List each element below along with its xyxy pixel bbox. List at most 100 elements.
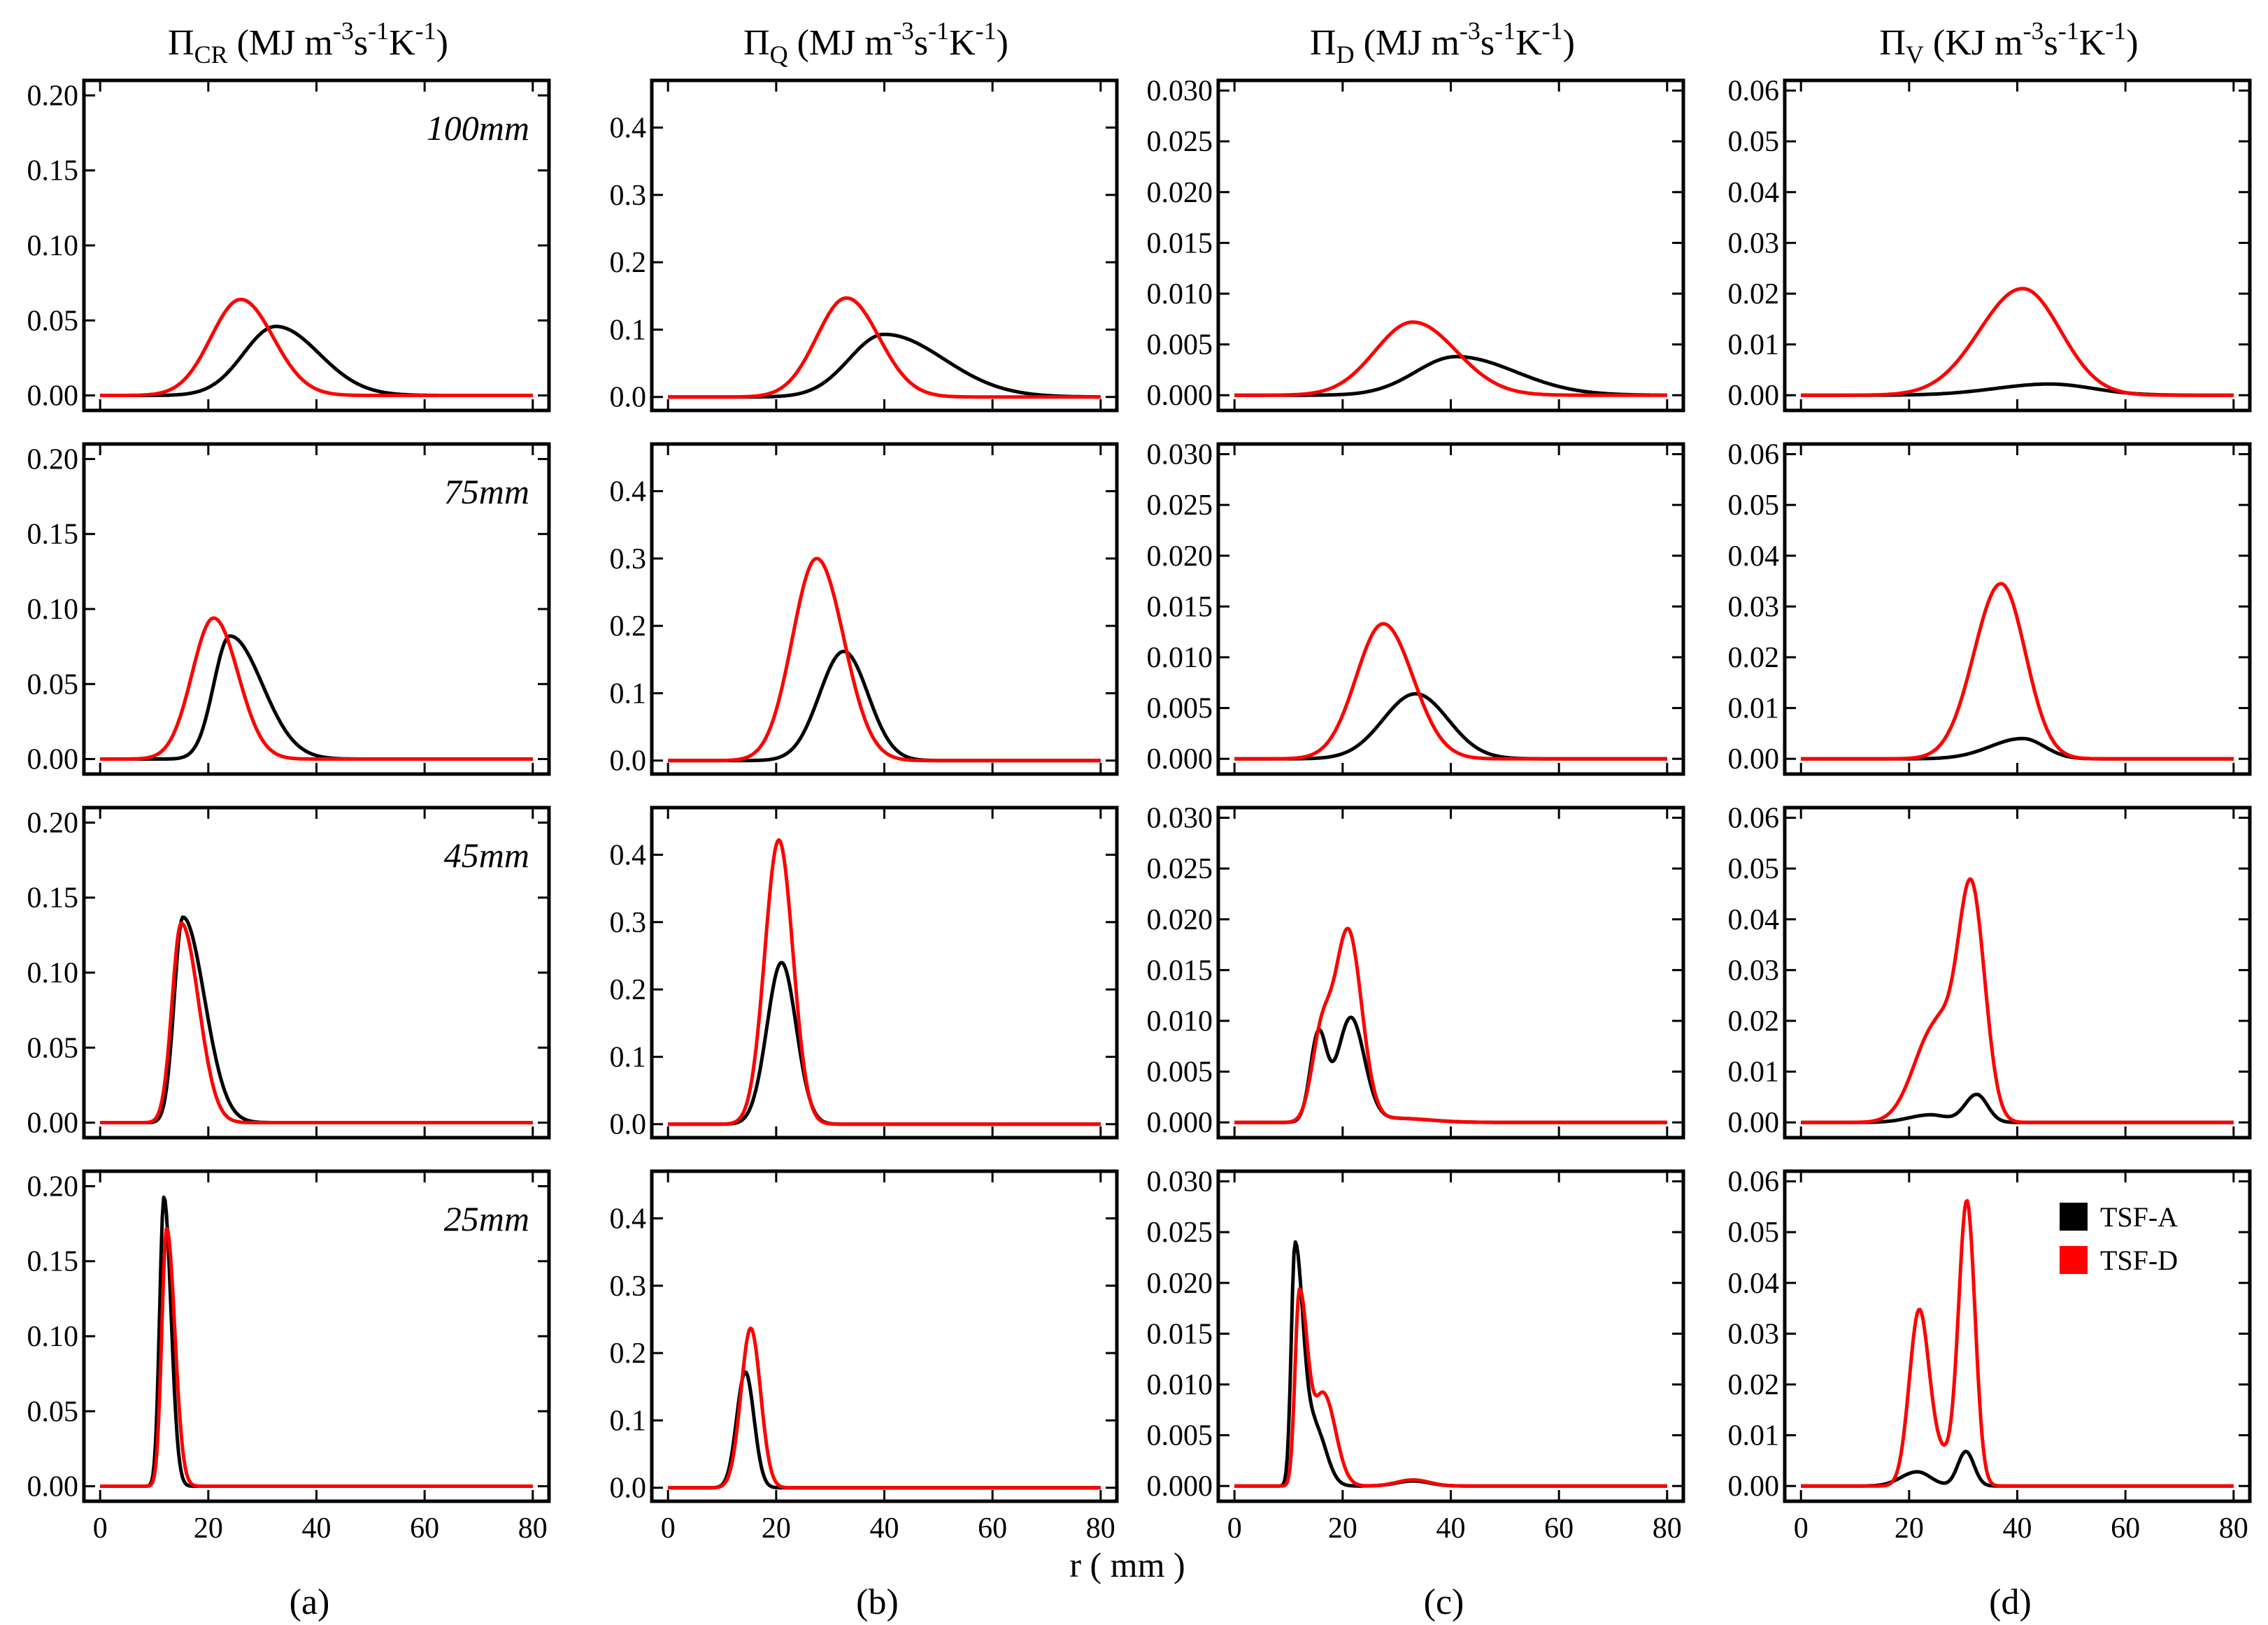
y-tick-label: 0.02: [1728, 1005, 1780, 1038]
y-tick-label: 0.025: [1147, 1217, 1213, 1249]
y-tick-label: 0.000: [1147, 1107, 1213, 1139]
series-line-tsf-a: [667, 1370, 1101, 1490]
y-tick-label: 0.020: [1147, 1268, 1213, 1300]
y-tick-label: 0.15: [27, 882, 79, 915]
series-line-tsf-d: [667, 838, 1101, 1126]
plot-frame: [1216, 78, 1685, 413]
x-tick-label: 40: [302, 1512, 331, 1545]
y-tick-label: 0.05: [27, 305, 79, 337]
x-tick-label: 0: [93, 1512, 108, 1545]
y-tick-label: 0.025: [1147, 489, 1213, 522]
y-tick-label: 0.030: [1147, 439, 1213, 471]
y-tick-label: 0.10: [27, 1321, 79, 1353]
y-tick-label: 0.030: [1147, 1166, 1213, 1198]
y-tick-label: 0.04: [1728, 541, 1780, 573]
panel-letter-1: (b): [856, 1582, 899, 1622]
y-tick-label: 0.2: [610, 610, 647, 643]
y-tick-label: 0.4: [610, 839, 647, 871]
y-tick-label: 0.04: [1728, 1268, 1780, 1300]
x-tick-label: 60: [2111, 1512, 2140, 1545]
y-tick-label: 0.03: [1728, 591, 1780, 623]
x-tick-label: 40: [1436, 1512, 1466, 1545]
y-tick-label: 0.2: [610, 247, 647, 279]
y-tick-label: 0.00: [27, 380, 79, 413]
y-tick-label: 0.02: [1728, 642, 1780, 674]
y-tick-label: 0.05: [1728, 126, 1780, 158]
legend-label-tsf-d: TSF-D: [2100, 1245, 2178, 1276]
y-tick-label: 0.010: [1147, 1369, 1213, 1401]
column-title-3: ΠV (KJ m-3s-1K-1): [1879, 17, 2138, 69]
y-tick-label: 0.03: [1728, 954, 1780, 987]
y-tick-label: 0.020: [1147, 904, 1213, 936]
x-tick-label: 60: [410, 1512, 439, 1545]
plot-frame: [1783, 1169, 2252, 1503]
y-tick-label: 0.01: [1728, 329, 1780, 361]
y-tick-label: 0.06: [1728, 439, 1780, 471]
series-line-tsf-d: [99, 921, 534, 1124]
x-tick-label: 0: [661, 1512, 676, 1545]
y-tick-label: 0.00: [27, 744, 79, 776]
y-tick-label: 0.20: [27, 807, 79, 839]
panel-r3-c2: 0.000 0.005 0.010 0.015 0.020 0.025 0.030 0 20 40…: [1147, 1166, 1685, 1545]
y-tick-label: 0.030: [1147, 76, 1213, 108]
panel-letter-2: (c): [1424, 1582, 1464, 1622]
y-tick-label: 0.05: [1728, 489, 1780, 522]
y-tick-label: 0.005: [1147, 693, 1213, 725]
plot-frame: [1783, 806, 2252, 1140]
series-line-tsf-a: [99, 324, 534, 397]
y-tick-label: 0.05: [1728, 1217, 1780, 1249]
y-tick-label: 0.4: [610, 112, 647, 144]
y-tick-label: 0.4: [610, 475, 647, 508]
x-tick-label: 0: [1794, 1512, 1809, 1545]
panel-r2-c0: 0.00 0.05 0.10 0.15 0.20 45mm: [27, 806, 551, 1140]
y-tick-label: 0.20: [27, 1171, 79, 1203]
y-tick-label: 0.3: [610, 1270, 647, 1303]
series-line-tsf-d: [1800, 877, 2234, 1124]
y-tick-label: 0.020: [1147, 541, 1213, 573]
y-tick-label: 0.015: [1147, 1318, 1213, 1350]
x-tick-label: 60: [978, 1512, 1007, 1545]
y-tick-label: 0.15: [27, 519, 79, 551]
series-line-tsf-d: [1234, 1287, 1668, 1488]
y-tick-label: 0.01: [1728, 693, 1780, 725]
x-tick-label: 40: [2003, 1512, 2032, 1545]
y-tick-label: 0.005: [1147, 1057, 1213, 1089]
y-tick-label: 0.015: [1147, 591, 1213, 623]
plot-frame: [650, 442, 1119, 776]
panel-r3-c0: 0.00 0.05 0.10 0.15 0.20 0 20 40 60 80 25mm: [27, 1169, 551, 1545]
panel-letter-3: (d): [1989, 1582, 2032, 1622]
y-tick-label: 0.00: [1728, 1470, 1780, 1503]
height-label: 45mm: [444, 836, 529, 875]
plot-frame: [1216, 806, 1685, 1140]
y-tick-label: 0.15: [27, 155, 79, 187]
legend: TSF-A TSF-D: [2060, 1201, 2178, 1276]
y-tick-label: 0.05: [27, 1396, 79, 1428]
panel-r0-c1: 0.0 0.1 0.2 0.3 0.4: [610, 78, 1119, 414]
y-tick-label: 0.3: [610, 180, 647, 212]
y-tick-label: 0.010: [1147, 642, 1213, 674]
series-line-tsf-d: [99, 616, 534, 761]
y-tick-label: 0.020: [1147, 177, 1213, 209]
y-tick-label: 0.03: [1728, 1318, 1780, 1350]
height-label: 75mm: [444, 472, 529, 511]
y-tick-label: 0.010: [1147, 278, 1213, 310]
plot-frame: [1783, 442, 2252, 776]
y-tick-label: 0.15: [27, 1246, 79, 1278]
y-tick-label: 0.02: [1728, 278, 1780, 310]
plot-frame: [650, 806, 1119, 1140]
y-tick-label: 0.4: [610, 1203, 647, 1235]
y-tick-label: 0.030: [1147, 803, 1213, 835]
panel-r1-c0: 0.00 0.05 0.10 0.15 0.20 75mm: [27, 442, 551, 776]
y-tick-label: 0.0: [610, 1109, 647, 1141]
x-tick-label: 40: [870, 1512, 899, 1545]
column-title-2: ΠD (MJ m-3s-1K-1): [1310, 17, 1575, 69]
series-line-tsf-a: [1234, 1015, 1668, 1124]
column-titles: ΠCR (MJ m-3s-1K-1) ΠQ (MJ m-3s-1K-1) ΠD (M…: [168, 17, 2139, 69]
y-tick-label: 0.04: [1728, 904, 1780, 936]
y-tick-label: 0.20: [27, 443, 79, 475]
x-tick-label: 80: [1653, 1512, 1682, 1545]
y-tick-label: 0.000: [1147, 1470, 1213, 1503]
y-tick-label: 0.04: [1728, 177, 1780, 209]
panel-r2-c2: 0.000 0.005 0.010 0.015 0.020 0.025 0.030: [1147, 803, 1685, 1140]
series-line-tsf-a: [1234, 355, 1668, 397]
